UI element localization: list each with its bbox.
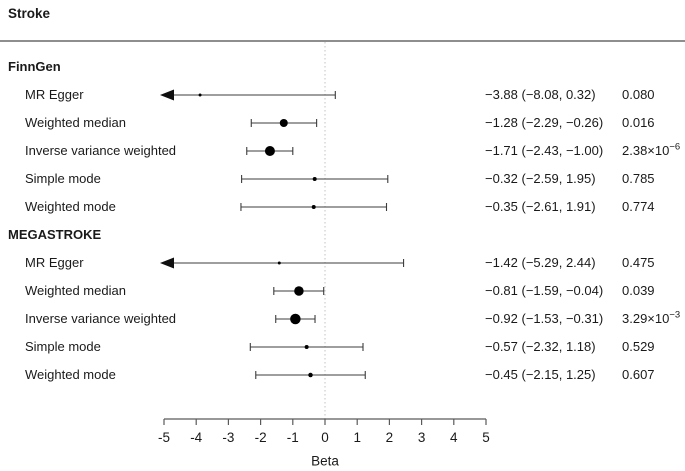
point-estimate-marker xyxy=(198,93,202,97)
axis-tick-label: -3 xyxy=(222,430,234,445)
group-header: MEGASTROKE xyxy=(8,227,102,242)
point-estimate-marker xyxy=(308,372,313,378)
point-estimate-marker xyxy=(304,345,309,349)
row-label: Inverse variance weighted xyxy=(25,311,177,326)
point-estimate-marker xyxy=(279,119,288,127)
p-value-text: 0.475 xyxy=(622,255,655,270)
axis-tick-label: 4 xyxy=(450,430,458,445)
estimate-ci-text: −0.45 (−2.15, 1.25) xyxy=(485,367,596,382)
x-axis-label: Beta xyxy=(311,453,339,469)
point-estimate-marker xyxy=(311,205,316,209)
axis-tick-label: 0 xyxy=(321,430,329,445)
axis-tick-label: -2 xyxy=(255,430,267,445)
estimate-ci-text: −1.28 (−2.29, −0.26) xyxy=(485,115,604,130)
p-value-exponent: −3 xyxy=(669,309,681,321)
ci-truncation-arrow xyxy=(160,89,174,101)
row-label: Weighted mode xyxy=(25,367,116,382)
point-estimate-marker xyxy=(312,177,317,181)
row-label: Inverse variance weighted xyxy=(25,143,177,158)
row-label: Weighted mode xyxy=(25,199,116,214)
axis-tick-label: 3 xyxy=(418,430,426,445)
estimate-ci-text: −1.42 (−5.29, 2.44) xyxy=(485,255,596,270)
axis-tick-label: -4 xyxy=(190,430,202,445)
p-value-text: 0.774 xyxy=(622,199,655,214)
p-value-exponent: −6 xyxy=(669,141,681,153)
row-label: Weighted median xyxy=(25,115,126,130)
estimate-ci-text: −1.71 (−2.43, −1.00) xyxy=(485,143,604,158)
estimate-ci-text: −0.57 (−2.32, 1.18) xyxy=(485,339,596,354)
axis-tick-label: -1 xyxy=(287,430,299,445)
p-value-text: 0.607 xyxy=(622,367,655,382)
p-value-text: 0.016 xyxy=(622,115,655,130)
estimate-ci-text: −0.92 (−1.53, −0.31) xyxy=(485,311,604,326)
row-label: Weighted median xyxy=(25,283,126,298)
estimate-ci-text: −0.32 (−2.59, 1.95) xyxy=(485,171,596,186)
row-label: Simple mode xyxy=(25,339,101,354)
row-label: Simple mode xyxy=(25,171,101,186)
estimate-ci-text: −3.88 (−8.08, 0.32) xyxy=(485,87,596,102)
p-value-text: 0.785 xyxy=(622,171,655,186)
point-estimate-marker xyxy=(290,313,301,325)
header-divider xyxy=(0,40,685,42)
row-label: MR Egger xyxy=(25,87,84,102)
p-value-text: 0.080 xyxy=(622,87,655,102)
point-estimate-marker xyxy=(277,261,281,265)
estimate-ci-text: −0.35 (−2.61, 1.91) xyxy=(485,199,596,214)
ci-truncation-arrow xyxy=(160,257,174,269)
axis-tick-label: -5 xyxy=(158,430,170,445)
axis-tick-label: 2 xyxy=(386,430,394,445)
p-value-text: 2.38×10−6 xyxy=(622,141,681,158)
p-value-text: 0.039 xyxy=(622,283,655,298)
p-value-text: 0.529 xyxy=(622,339,655,354)
axis-tick-label: 1 xyxy=(353,430,361,445)
axis-tick-label: 5 xyxy=(482,430,490,445)
point-estimate-marker xyxy=(294,286,304,296)
row-label: MR Egger xyxy=(25,255,84,270)
group-header: FinnGen xyxy=(8,59,61,74)
page-title: Stroke xyxy=(8,6,51,21)
p-value-text: 3.29×10−3 xyxy=(622,309,681,326)
estimate-ci-text: −0.81 (−1.59, −0.04) xyxy=(485,283,604,298)
point-estimate-marker xyxy=(264,146,275,156)
